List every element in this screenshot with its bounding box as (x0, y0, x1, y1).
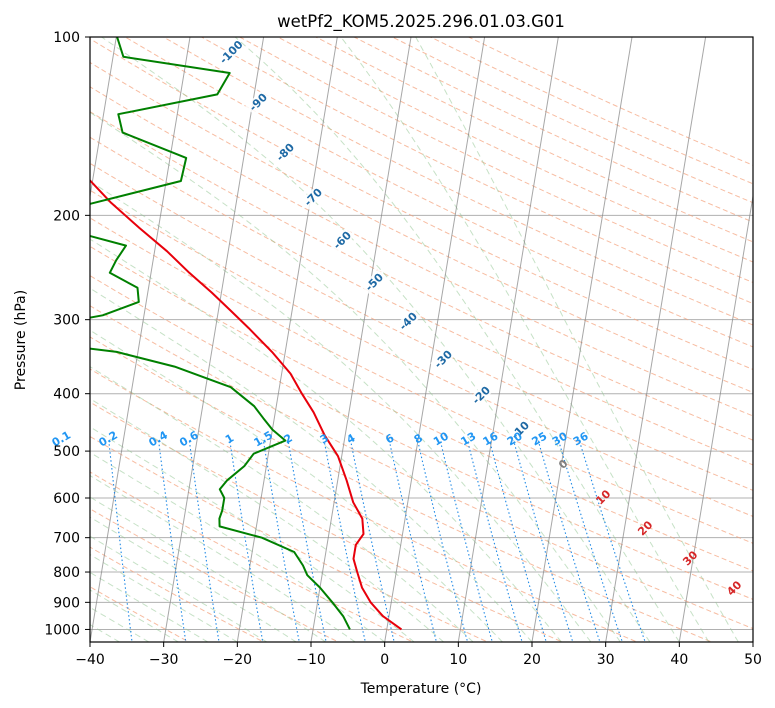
moist-adiabat (90, 366, 474, 642)
y-tick-label: 100 (53, 30, 80, 46)
isotherm-label-bg (395, 308, 421, 334)
dry-adiabat (90, 336, 714, 642)
isotherm-label-bg (507, 417, 533, 443)
dry-adiabat (124, 37, 753, 348)
y-tick-label: 600 (53, 491, 80, 507)
moist-adiabat (90, 238, 562, 642)
x-axis-label: Temperature (°C) (360, 681, 482, 697)
isotherm (90, 37, 117, 200)
mixing-ratio-line (466, 440, 523, 642)
mixing-ratio-line (323, 440, 366, 642)
x-tick-label: 20 (523, 652, 541, 668)
y-tick-label: 1000 (44, 622, 80, 638)
moist-adiabat (234, 37, 680, 642)
temperature-profile (90, 178, 403, 631)
x-tick-label: −30 (149, 652, 179, 668)
dry-adiabat (163, 37, 753, 326)
moist-adiabat (90, 475, 356, 642)
moist-adiabat (90, 111, 621, 642)
axes: −40 −30 −20 −10 0 10 20 30 40 50 100 200 300 400 500 60… (44, 30, 762, 668)
dry-adiabat (90, 546, 265, 642)
isotherm-label-bg (329, 227, 355, 253)
isotherm-label-bg (430, 346, 456, 372)
mixing-ratio-line (537, 440, 601, 642)
y-tick-label: 800 (53, 565, 80, 581)
dry-adiabat (201, 37, 753, 305)
isotherm (457, 37, 559, 642)
x-tick-label: −40 (75, 652, 105, 668)
moist-adiabat (101, 37, 651, 642)
isotherm-label-bg (218, 39, 244, 65)
x-tick-label: −10 (296, 652, 326, 668)
x-tick-label: 50 (744, 652, 762, 668)
moist-adiabat (90, 571, 209, 642)
y-axis-label: Pressure (hPa) (13, 290, 29, 390)
y-tick-label: 500 (53, 444, 80, 460)
moist-adiabat (90, 329, 503, 642)
isotherm (678, 193, 753, 642)
x-tick-label: 40 (670, 652, 688, 668)
x-tick-label: 30 (597, 652, 615, 668)
dry-adiabat (90, 217, 753, 544)
dry-adiabat (90, 275, 753, 600)
x-tick-label: −20 (223, 652, 253, 668)
mixing-ratio-line (158, 440, 187, 642)
mixing-ratio-line (229, 440, 264, 642)
mixing-ratio-line (108, 440, 133, 642)
isotherm-label-bg (468, 382, 494, 408)
y-tick-label: 700 (53, 531, 80, 547)
isotherm-label-bg (361, 269, 387, 295)
y-tick-label: 300 (53, 313, 80, 329)
dry-adiabat (90, 368, 639, 642)
moist-adiabat (90, 180, 592, 642)
y-tick-label: 900 (53, 595, 80, 611)
moist-adiabat (90, 398, 444, 642)
mixing-ratio-line (558, 440, 623, 642)
isotherm (236, 37, 338, 642)
isotherm (384, 37, 486, 642)
moist-adiabat (90, 553, 238, 642)
plot-frame (89, 36, 754, 643)
dry-adiabat (90, 136, 753, 466)
mixing-ratio-line (439, 440, 493, 642)
moist-adiabat (90, 426, 415, 642)
isotherm-label-bg (272, 139, 298, 165)
x-tick-label: 10 (449, 652, 467, 668)
mixing-ratio-line (262, 440, 300, 642)
dry-adiabat (90, 245, 753, 572)
moist-adiabat (90, 535, 268, 642)
isotherm-label-bg (300, 184, 326, 210)
chart-title: wetPf2_KOM5.2025.296.01.03.G01 (277, 12, 565, 32)
moist-adiabat (90, 451, 385, 642)
isotherm (605, 37, 707, 642)
mixing-ratio-line (388, 440, 437, 642)
moist-adiabat (90, 287, 533, 642)
dry-adiabat (90, 189, 753, 517)
isotherm-label-bg (245, 89, 271, 115)
moist-adiabat (90, 589, 179, 642)
isotherm (310, 37, 412, 642)
mixing-ratio-line (417, 440, 469, 642)
isotherm (163, 37, 265, 642)
x-tick-label: 0 (380, 652, 389, 668)
mixing-ratio-line (287, 440, 327, 642)
isotherm (90, 37, 191, 642)
dewpoint-profile (90, 37, 351, 630)
dry-adiabat (90, 435, 489, 642)
y-tick-label: 400 (53, 387, 80, 403)
dry-adiabat (90, 162, 753, 491)
mixing-ratio-line (188, 440, 220, 642)
isotherm (531, 37, 633, 642)
y-tick-label: 200 (53, 208, 80, 224)
profile-lines (90, 37, 403, 631)
mixing-ratio-line (578, 440, 646, 642)
